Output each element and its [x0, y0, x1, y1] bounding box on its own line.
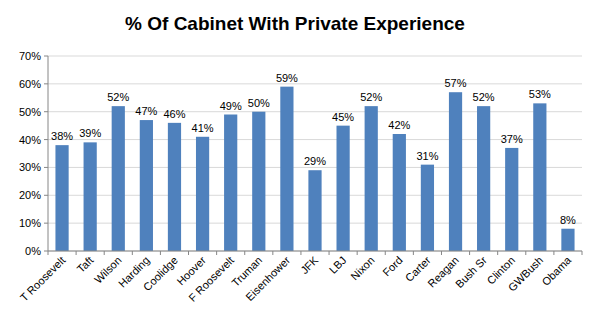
data-label: 45%: [332, 111, 354, 123]
x-tick-mark: [132, 251, 133, 255]
data-label: 59%: [276, 72, 298, 84]
tick-mark: [44, 251, 48, 252]
bar: [196, 137, 209, 251]
chart: % Of Cabinet With Private Experience 0% 10…: [0, 0, 590, 326]
data-label: 29%: [304, 155, 326, 167]
bar: [393, 134, 406, 251]
bar: [55, 145, 68, 251]
y-tick-label: 70%: [19, 50, 41, 62]
bar: [280, 87, 293, 251]
bar: [84, 142, 97, 251]
x-tick-label: Ford: [380, 254, 404, 278]
y-tick-label: 10%: [19, 217, 41, 229]
data-label: 8%: [560, 214, 576, 226]
x-tick-label: JFK: [298, 253, 321, 276]
x-tick-mark: [188, 251, 189, 255]
x-tick-label: Eisenhower: [243, 254, 292, 303]
x-tick-label: Nixon: [348, 254, 376, 282]
x-tick-mark: [76, 251, 77, 255]
x-tick-mark: [104, 251, 105, 255]
bar: [308, 170, 321, 251]
grid-line: [48, 56, 582, 57]
bar: [449, 92, 462, 251]
x-tick-mark: [244, 251, 245, 255]
bar: [561, 229, 574, 251]
y-tick-label: 0%: [25, 245, 41, 257]
x-tick-label: Obama: [539, 253, 574, 288]
x-tick-label: GWBush: [506, 254, 546, 294]
x-tick-mark: [329, 251, 330, 255]
tick-mark: [44, 195, 48, 196]
x-tick-mark: [48, 251, 49, 255]
y-tick-label: 50%: [19, 106, 41, 118]
tick-mark: [44, 139, 48, 140]
bar: [252, 112, 265, 251]
x-tick-mark: [525, 251, 526, 255]
x-tick-label: Coolidge: [141, 254, 180, 293]
tick-mark: [44, 167, 48, 168]
x-tick-mark: [582, 251, 583, 255]
x-tick-label: Taft: [75, 254, 96, 275]
data-label: 39%: [79, 127, 101, 139]
data-label: 41%: [192, 122, 214, 134]
x-tick-mark: [272, 251, 273, 255]
x-tick-mark: [216, 251, 217, 255]
tick-mark: [44, 56, 48, 57]
y-axis-line: [48, 56, 49, 251]
data-label: 53%: [529, 88, 551, 100]
x-tick-label: F Roosevelt: [186, 254, 236, 304]
tick-mark: [44, 83, 48, 84]
bar: [337, 126, 350, 251]
bar: [533, 103, 546, 251]
x-tick-mark: [160, 251, 161, 255]
x-tick-label: Bush Sr: [453, 254, 489, 290]
bar: [168, 123, 181, 251]
title: % Of Cabinet With Private Experience: [125, 13, 465, 34]
tick-mark: [44, 223, 48, 224]
x-tick-mark: [413, 251, 414, 255]
y-tick-label: 30%: [19, 161, 41, 173]
grid-line: [48, 251, 582, 252]
x-tick-label: T Roosevelt: [18, 254, 68, 304]
y-tick-label: 20%: [19, 189, 41, 201]
bars: [55, 87, 574, 251]
data-label: 42%: [388, 119, 410, 131]
bar: [477, 106, 490, 251]
bar: [140, 120, 153, 251]
x-tick-mark: [385, 251, 386, 255]
bar: [505, 148, 518, 251]
data-label: 52%: [473, 91, 495, 103]
x-tick-mark: [441, 251, 442, 255]
data-label: 49%: [220, 100, 242, 112]
data-label: 52%: [107, 91, 129, 103]
x-axis-line: [48, 251, 582, 252]
bar: [365, 106, 378, 251]
data-label: 50%: [248, 97, 270, 109]
data-label: 52%: [360, 91, 382, 103]
data-label: 46%: [163, 108, 185, 120]
data-label: 38%: [51, 130, 73, 142]
grid-line: [48, 111, 582, 112]
bar: [421, 165, 434, 251]
y-tick-label: 40%: [19, 134, 41, 146]
data-label: 37%: [501, 133, 523, 145]
data-label: 57%: [445, 77, 467, 89]
tick-mark: [44, 111, 48, 112]
data-label: 47%: [135, 105, 157, 117]
grid-line: [48, 83, 582, 84]
bar: [112, 106, 125, 251]
y-tick-label: 60%: [19, 78, 41, 90]
x-tick-mark: [300, 251, 301, 255]
bar: [224, 115, 237, 252]
x-tick-mark: [553, 251, 554, 255]
x-tick-mark: [497, 251, 498, 255]
x-tick-mark: [357, 251, 358, 255]
data-label: 31%: [416, 150, 438, 162]
x-tick-mark: [469, 251, 470, 255]
x-tick-label: LBJ: [327, 254, 349, 276]
